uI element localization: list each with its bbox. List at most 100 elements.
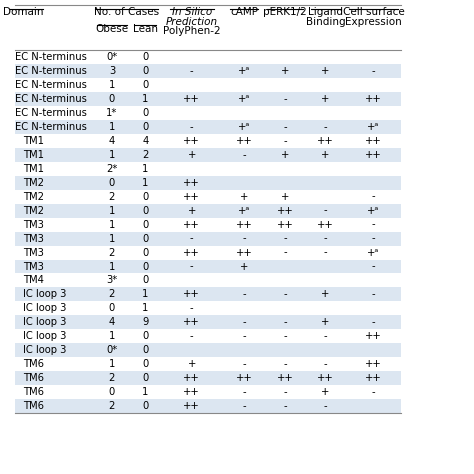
Bar (15, 92, 401, 106)
Text: TM1: TM1 (23, 150, 45, 160)
Text: -: - (283, 401, 287, 411)
Text: 3: 3 (109, 66, 115, 76)
Text: -: - (242, 387, 246, 397)
Text: -: - (283, 247, 287, 257)
Text: 0: 0 (109, 178, 115, 188)
Text: IC loop 3: IC loop 3 (23, 331, 67, 341)
Text: -: - (242, 318, 246, 328)
Bar (15, 50, 401, 64)
Text: +: + (321, 387, 330, 397)
Text: 1: 1 (109, 262, 115, 272)
Text: ++: ++ (317, 136, 334, 146)
Bar (15, 385, 401, 399)
Text: -: - (372, 262, 375, 272)
Text: IC loop 3: IC loop 3 (23, 290, 67, 300)
Text: 1*: 1* (106, 108, 118, 118)
Text: TM2: TM2 (23, 206, 45, 216)
Bar (15, 120, 401, 134)
Text: -: - (324, 331, 328, 341)
Text: EC N-terminus: EC N-terminus (15, 52, 87, 62)
Text: -: - (242, 359, 246, 369)
Bar (15, 204, 401, 218)
Text: ++: ++ (183, 94, 200, 104)
Text: TM3: TM3 (23, 247, 44, 257)
Text: ++: ++ (365, 331, 382, 341)
Text: cAMP: cAMP (230, 7, 258, 17)
Text: -: - (283, 387, 287, 397)
Text: +ᵃ: +ᵃ (238, 122, 250, 132)
Text: TM1: TM1 (23, 164, 45, 173)
Text: 0: 0 (142, 331, 148, 341)
Bar (15, 232, 401, 246)
Text: 0: 0 (142, 206, 148, 216)
Text: TM3: TM3 (23, 219, 44, 229)
Text: 1: 1 (142, 164, 148, 173)
Text: 1: 1 (142, 178, 148, 188)
Text: -: - (242, 331, 246, 341)
Text: -: - (242, 150, 246, 160)
Text: 9: 9 (142, 318, 148, 328)
Text: -: - (372, 219, 375, 229)
Bar (15, 246, 401, 260)
Text: -: - (190, 262, 193, 272)
Text: 4: 4 (142, 136, 148, 146)
Text: Cell surface: Cell surface (343, 7, 404, 17)
Text: -: - (283, 331, 287, 341)
Bar (15, 148, 401, 162)
Text: 1: 1 (109, 80, 115, 90)
Text: IC loop 3: IC loop 3 (23, 303, 67, 313)
Text: ++: ++ (183, 374, 200, 383)
Text: In Silico: In Silico (172, 7, 212, 17)
Text: TM2: TM2 (23, 178, 45, 188)
Text: ++: ++ (183, 247, 200, 257)
Text: -: - (372, 387, 375, 397)
Text: -: - (372, 318, 375, 328)
Text: ++: ++ (365, 150, 382, 160)
Text: -: - (324, 234, 328, 244)
Text: 2*: 2* (106, 164, 118, 173)
Text: -: - (242, 401, 246, 411)
Text: TM4: TM4 (23, 275, 44, 285)
Text: 1: 1 (109, 206, 115, 216)
Text: -: - (324, 401, 328, 411)
Text: 0: 0 (142, 66, 148, 76)
Text: pERK1/2: pERK1/2 (263, 7, 307, 17)
Text: -: - (324, 359, 328, 369)
Bar (15, 218, 401, 232)
Text: -: - (190, 234, 193, 244)
Bar (15, 162, 401, 175)
Bar (15, 175, 401, 190)
Text: TM3: TM3 (23, 262, 44, 272)
Bar (15, 329, 401, 343)
Bar (15, 106, 401, 120)
Text: +ᵃ: +ᵃ (238, 206, 250, 216)
Text: ++: ++ (276, 219, 293, 229)
Text: 3*: 3* (106, 275, 118, 285)
Text: -: - (190, 122, 193, 132)
Text: Lean: Lean (133, 24, 158, 34)
Text: EC N-terminus: EC N-terminus (15, 94, 87, 104)
Text: 2: 2 (109, 374, 115, 383)
Text: +ᵃ: +ᵃ (367, 122, 380, 132)
Text: EC N-terminus: EC N-terminus (15, 122, 87, 132)
Text: 1: 1 (109, 234, 115, 244)
Text: 0*: 0* (106, 346, 118, 356)
Text: -: - (372, 191, 375, 201)
Text: -: - (190, 331, 193, 341)
Text: TM2: TM2 (23, 191, 45, 201)
Text: 0: 0 (142, 275, 148, 285)
Text: ++: ++ (183, 178, 200, 188)
Text: 2: 2 (109, 401, 115, 411)
Text: 4: 4 (109, 136, 115, 146)
Text: Expression: Expression (345, 17, 402, 27)
Text: +ᵃ: +ᵃ (238, 66, 250, 76)
Text: TM3: TM3 (23, 234, 44, 244)
Text: EC N-terminus: EC N-terminus (15, 80, 87, 90)
Text: ++: ++ (365, 94, 382, 104)
Text: +: + (281, 191, 289, 201)
Text: 0: 0 (109, 387, 115, 397)
Text: 1: 1 (109, 150, 115, 160)
Text: Prediction: Prediction (165, 17, 218, 27)
Text: 0: 0 (142, 52, 148, 62)
Text: ++: ++ (365, 374, 382, 383)
